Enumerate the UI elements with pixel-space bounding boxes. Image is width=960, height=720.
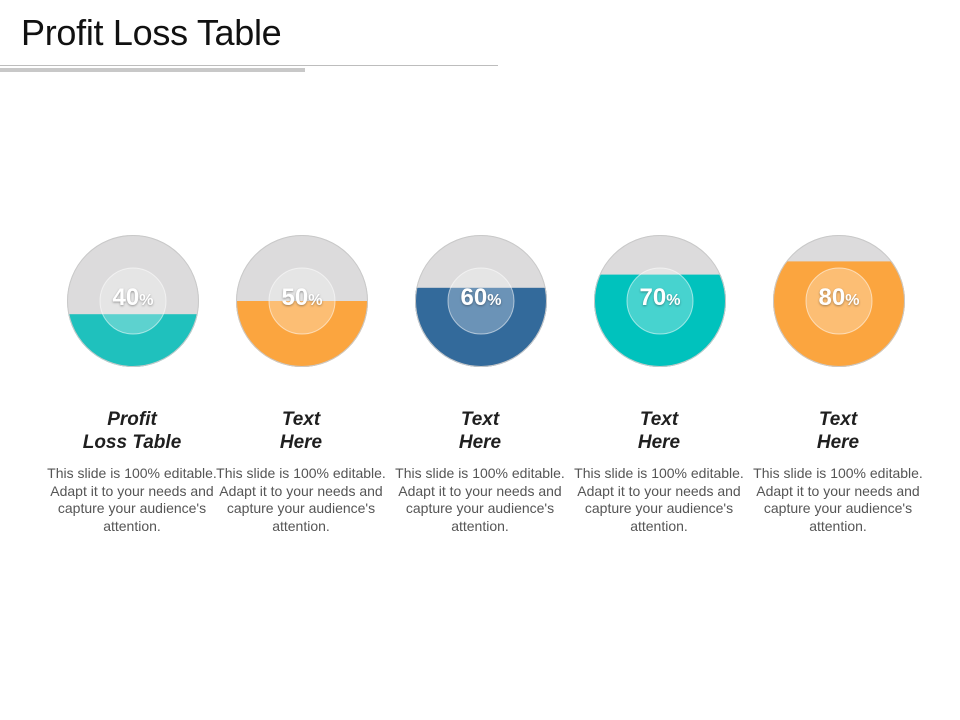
percent-symbol: % — [308, 292, 323, 309]
percent-label: 80% — [772, 284, 906, 312]
title-underline — [0, 65, 498, 66]
card-description: This slide is 100% editable. Adapt it to… — [216, 465, 386, 535]
card-title-line1: Text — [639, 409, 679, 430]
card-title-line2: Here — [816, 432, 860, 453]
card-title: Profit Loss Table — [42, 408, 222, 454]
card-title: Text Here — [748, 408, 928, 454]
card-title-line1: Profit — [107, 409, 157, 430]
percent-gauge: 80% — [772, 234, 906, 368]
gauge-graphic — [236, 235, 368, 367]
percent-value: 70 — [639, 284, 667, 311]
gauge-rim — [773, 235, 905, 367]
percent-label: 70% — [593, 284, 727, 312]
percent-value: 50 — [281, 284, 309, 311]
card-title-line1: Text — [460, 409, 500, 430]
gauge-graphic — [594, 235, 726, 367]
title-underline-accent — [0, 68, 305, 72]
gauge-inner-disc — [626, 267, 694, 335]
gauge-graphic — [773, 235, 905, 367]
card-description: This slide is 100% editable. Adapt it to… — [395, 465, 565, 535]
gauge-inner-disc — [99, 267, 167, 335]
gauge-rim — [236, 235, 368, 367]
percent-gauge: 40% — [66, 234, 200, 368]
gauge-inner-disc — [447, 267, 515, 335]
percent-label: 50% — [235, 284, 369, 312]
percent-value: 40 — [112, 284, 140, 311]
card-description: This slide is 100% editable. Adapt it to… — [574, 465, 744, 535]
gauge-rim — [415, 235, 547, 367]
card-title-line2: Here — [637, 432, 681, 453]
percent-symbol: % — [487, 292, 502, 309]
percent-value: 80 — [818, 284, 846, 311]
percent-symbol: % — [845, 292, 860, 309]
percent-label: 40% — [66, 284, 200, 312]
gauge-inner-disc — [268, 267, 336, 335]
card-title-line1: Text — [281, 409, 321, 430]
percent-value: 60 — [460, 284, 488, 311]
gauge-rim — [594, 235, 726, 367]
slide-title: Profit Loss Table — [21, 12, 282, 53]
percent-gauge: 60% — [414, 234, 548, 368]
card-title: Text Here — [211, 408, 391, 454]
percent-symbol: % — [139, 292, 154, 309]
card-description: This slide is 100% editable. Adapt it to… — [47, 465, 217, 535]
card-description: This slide is 100% editable. Adapt it to… — [753, 465, 923, 535]
card-title: Text Here — [390, 408, 570, 454]
gauge-rim — [67, 235, 199, 367]
gauge-graphic — [67, 235, 199, 367]
card-title: Text Here — [569, 408, 749, 454]
percent-gauge: 70% — [593, 234, 727, 368]
gauge-inner-disc — [805, 267, 873, 335]
percent-gauge: 50% — [235, 234, 369, 368]
percent-symbol: % — [666, 292, 681, 309]
card-title-line1: Text — [818, 409, 858, 430]
card-title-line2: Here — [279, 432, 323, 453]
gauge-graphic — [415, 235, 547, 367]
card-title-line2: Loss Table — [82, 432, 182, 453]
percent-label: 60% — [414, 284, 548, 312]
card-title-line2: Here — [458, 432, 502, 453]
